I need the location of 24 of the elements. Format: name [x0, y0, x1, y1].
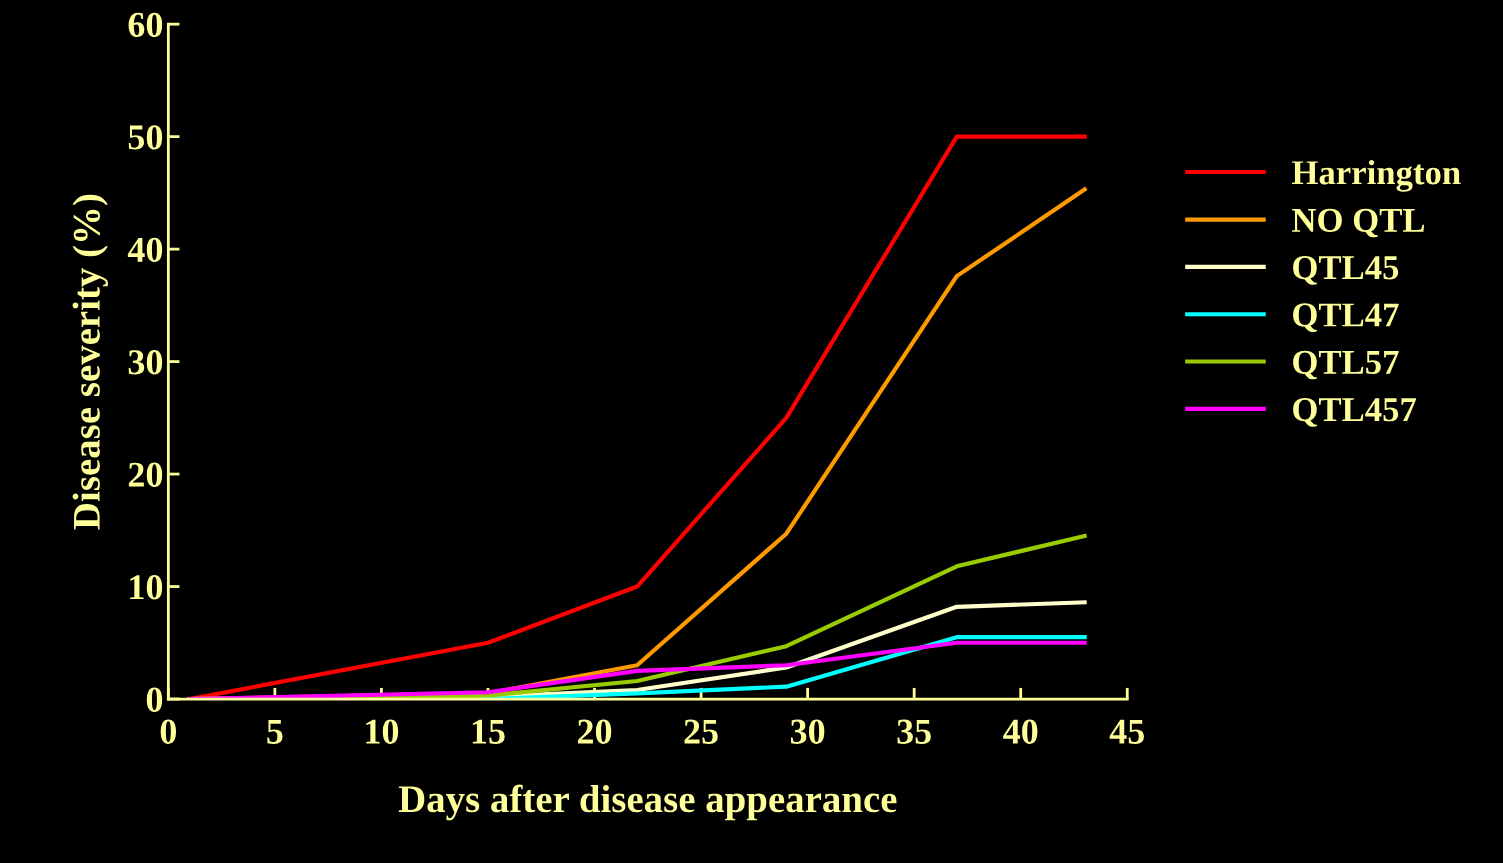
- x-tick-label: 25: [684, 719, 718, 744]
- x-tick-label: 30: [790, 719, 825, 744]
- x-tick-label: 15: [472, 719, 505, 744]
- x-tick-label: 45: [1109, 719, 1144, 744]
- legend-label: Harrington: [1292, 160, 1461, 192]
- legend-label: QTL57: [1293, 350, 1399, 380]
- x-axis-title: Days after disease appearance: [398, 784, 897, 821]
- y-tick-label: 20: [128, 462, 163, 487]
- y-axis-title: Disease severity (%): [72, 194, 108, 530]
- y-tick-label: 30: [128, 350, 163, 375]
- legend-label: QTL457: [1293, 398, 1416, 427]
- x-tick-label: 35: [897, 719, 931, 744]
- legend-label: QTL45: [1293, 256, 1399, 285]
- legend-label: NO QTL: [1292, 208, 1425, 238]
- y-tick-label: 50: [128, 125, 163, 150]
- legend-label: QTL47: [1293, 303, 1399, 332]
- y-tick-label: 0: [146, 687, 163, 712]
- y-tick-label: 60: [128, 12, 163, 38]
- x-tick-label: 10: [366, 719, 399, 744]
- y-tick-label: 10: [130, 575, 163, 600]
- x-tick-label: 20: [577, 719, 612, 744]
- y-tick-label: 40: [127, 237, 163, 262]
- x-tick-label: 40: [1003, 719, 1038, 744]
- x-tick-label: 5: [267, 719, 283, 744]
